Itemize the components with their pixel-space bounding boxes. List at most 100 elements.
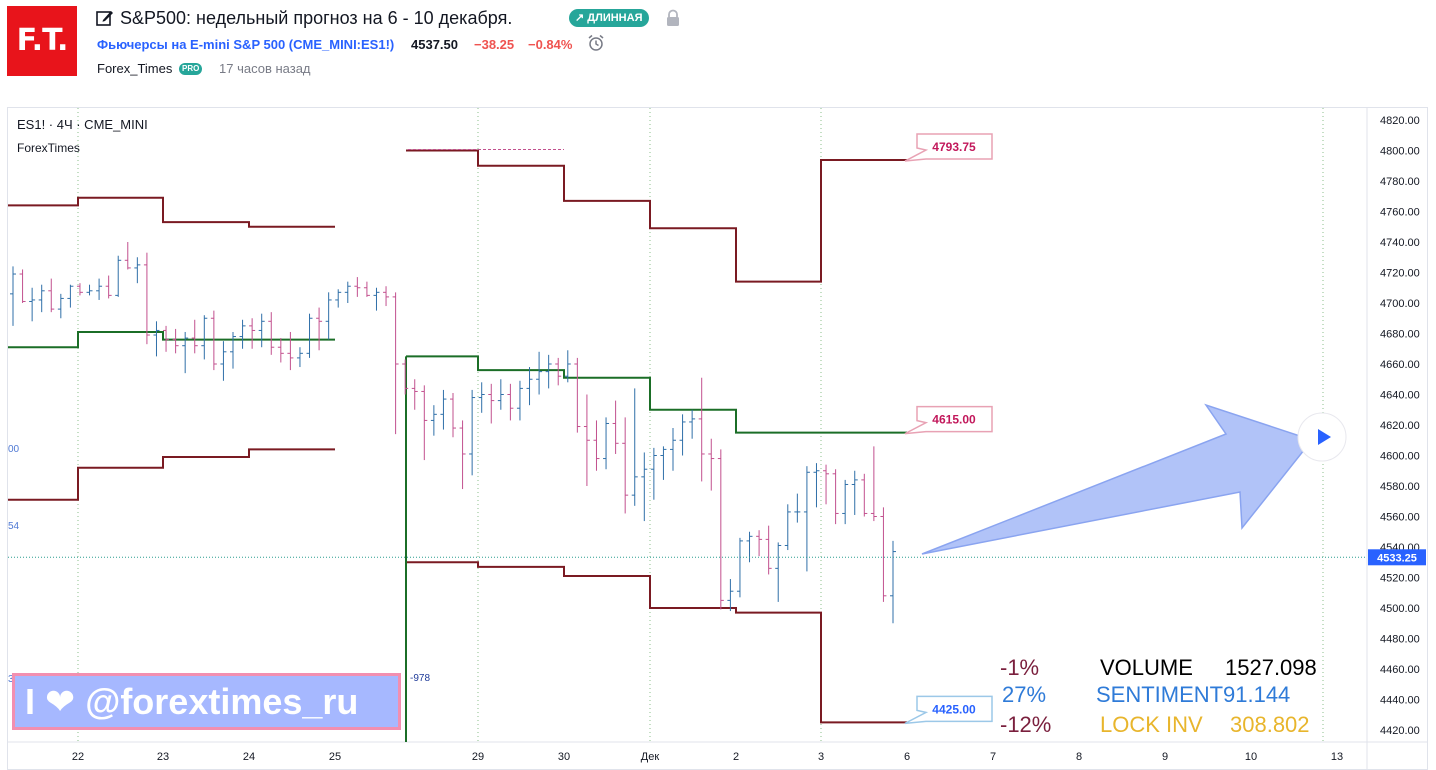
x-tick-label: 10	[1245, 751, 1257, 763]
ohlc-bar	[287, 331, 294, 371]
pro-badge: PRO	[179, 63, 203, 75]
ohlc-bar	[402, 359, 409, 395]
volume-label: VOLUME	[1100, 655, 1193, 680]
ohlc-bar	[459, 420, 466, 490]
x-tick-label: 25	[329, 751, 341, 763]
ohlc-bar	[363, 281, 370, 297]
ohlc-bar	[354, 277, 361, 297]
y-tick-label: 4700.00	[1380, 298, 1420, 310]
ohlc-bar	[890, 540, 896, 624]
ohlc-bar	[574, 357, 581, 433]
lower-level-line	[8, 448, 907, 724]
watermark-handle: @forextimes_ru	[85, 681, 359, 722]
ohlc-bar	[593, 420, 600, 471]
alarm-clock-icon[interactable]	[587, 34, 605, 52]
idea-edit-icon	[96, 11, 113, 26]
ohlc-bar	[775, 542, 782, 602]
ohlc-bar	[784, 504, 791, 551]
ohlc-bar	[296, 347, 303, 368]
x-tick-label: 29	[472, 751, 484, 763]
symbol-price: 4537.50	[411, 37, 458, 52]
ohlc-bar	[440, 389, 447, 430]
ohlc-bar	[29, 287, 36, 322]
idea-title: S&P500: недельный прогноз на 6 - 10 дека…	[120, 8, 513, 28]
ohlc-bar	[57, 293, 64, 319]
ohlc-bar	[794, 493, 801, 523]
ohlc-bar	[450, 392, 456, 438]
logo-text: F.T.	[16, 23, 69, 58]
symbol-change: −38.25	[474, 37, 515, 52]
x-tick-label: 8	[1076, 751, 1082, 763]
ohlc-bar	[488, 383, 495, 424]
ohlc-bar	[469, 389, 476, 476]
ohlc-bar	[564, 350, 571, 383]
ohlc-bar	[316, 307, 323, 351]
lock-inv-label: LOCK INV	[1100, 712, 1203, 737]
ohlc-bar	[727, 579, 734, 612]
y-tick-label: 4460.00	[1380, 664, 1420, 676]
ohlc-bar	[679, 414, 686, 456]
ohlc-bar	[545, 354, 552, 389]
ohlc-bar	[182, 331, 189, 374]
ohlc-bar	[220, 341, 227, 381]
ohlc-bar	[201, 315, 208, 360]
current-price-badge	[1368, 549, 1426, 566]
x-tick-label: 3	[818, 751, 824, 763]
ohlc-bar	[383, 286, 390, 307]
ohlc-bar	[851, 470, 858, 515]
ohlc-bar	[10, 266, 16, 326]
author-name[interactable]: Forex_Times	[97, 61, 173, 76]
ohlc-bar	[67, 284, 74, 308]
ohlc-bar	[335, 289, 342, 308]
ohlc-bar	[756, 530, 763, 557]
x-tick-label: 30	[558, 751, 570, 763]
ohlc-bar	[622, 417, 629, 514]
ohlc-bar	[268, 312, 275, 355]
ohlc-bar	[210, 310, 217, 371]
ohlc-bar	[163, 325, 170, 352]
ohlc-bar	[134, 257, 141, 284]
long-direction-badge: ↗ ДЛИННАЯ	[569, 9, 650, 27]
ohlc-bar	[708, 438, 715, 491]
ohlc-bar	[76, 283, 83, 296]
stat-percent-3: -12%	[1000, 712, 1052, 737]
y-tick-label: 4780.00	[1380, 176, 1420, 188]
ohlc-bar	[583, 394, 590, 486]
level-callout: 4793.75	[904, 133, 993, 162]
ohlc-bar	[516, 380, 523, 421]
sentiment-value: 91.144	[1223, 682, 1291, 707]
ohlc-bar	[650, 447, 657, 500]
level-callout-text: 4793.75	[932, 140, 976, 154]
stat-percent-1: -1%	[1000, 655, 1040, 680]
ohlc-bar	[641, 452, 648, 522]
left-clipped-label: 00	[8, 444, 20, 455]
ohlc-bar	[803, 466, 810, 572]
left-clipped-label: -978	[410, 673, 431, 684]
ohlc-bar	[861, 473, 868, 517]
ohlc-bar	[717, 449, 724, 610]
current-price-label: 4533.25	[1377, 552, 1417, 564]
x-tick-label: 9	[1162, 751, 1168, 763]
x-tick-label: 7	[990, 751, 996, 763]
ohlc-bar	[832, 469, 839, 525]
symbol-link[interactable]: Фьючерсы на E-mini S&P 500 (CME_MINI:ES1…	[97, 37, 395, 52]
ohlc-bar	[823, 464, 830, 505]
ohlc-bar	[258, 313, 265, 348]
ohlc-bar	[373, 287, 380, 311]
ohlc-bar	[105, 275, 112, 299]
ohlc-bar	[306, 313, 313, 358]
ohlc-bar	[153, 321, 160, 357]
x-tick-label: 23	[157, 751, 169, 763]
ohlc-bar	[411, 379, 418, 410]
ohlc-bar	[497, 379, 504, 410]
play-button[interactable]	[1297, 412, 1347, 462]
y-tick-label: 4580.00	[1380, 481, 1420, 493]
y-tick-label: 4480.00	[1380, 634, 1420, 646]
ohlc-bar	[670, 428, 676, 471]
x-tick-label: 24	[243, 751, 255, 763]
ohlc-bar	[48, 278, 55, 313]
author-logo[interactable]: F.T.	[7, 6, 77, 76]
ohlc-bar	[430, 405, 437, 436]
ohlc-bar	[478, 382, 485, 413]
